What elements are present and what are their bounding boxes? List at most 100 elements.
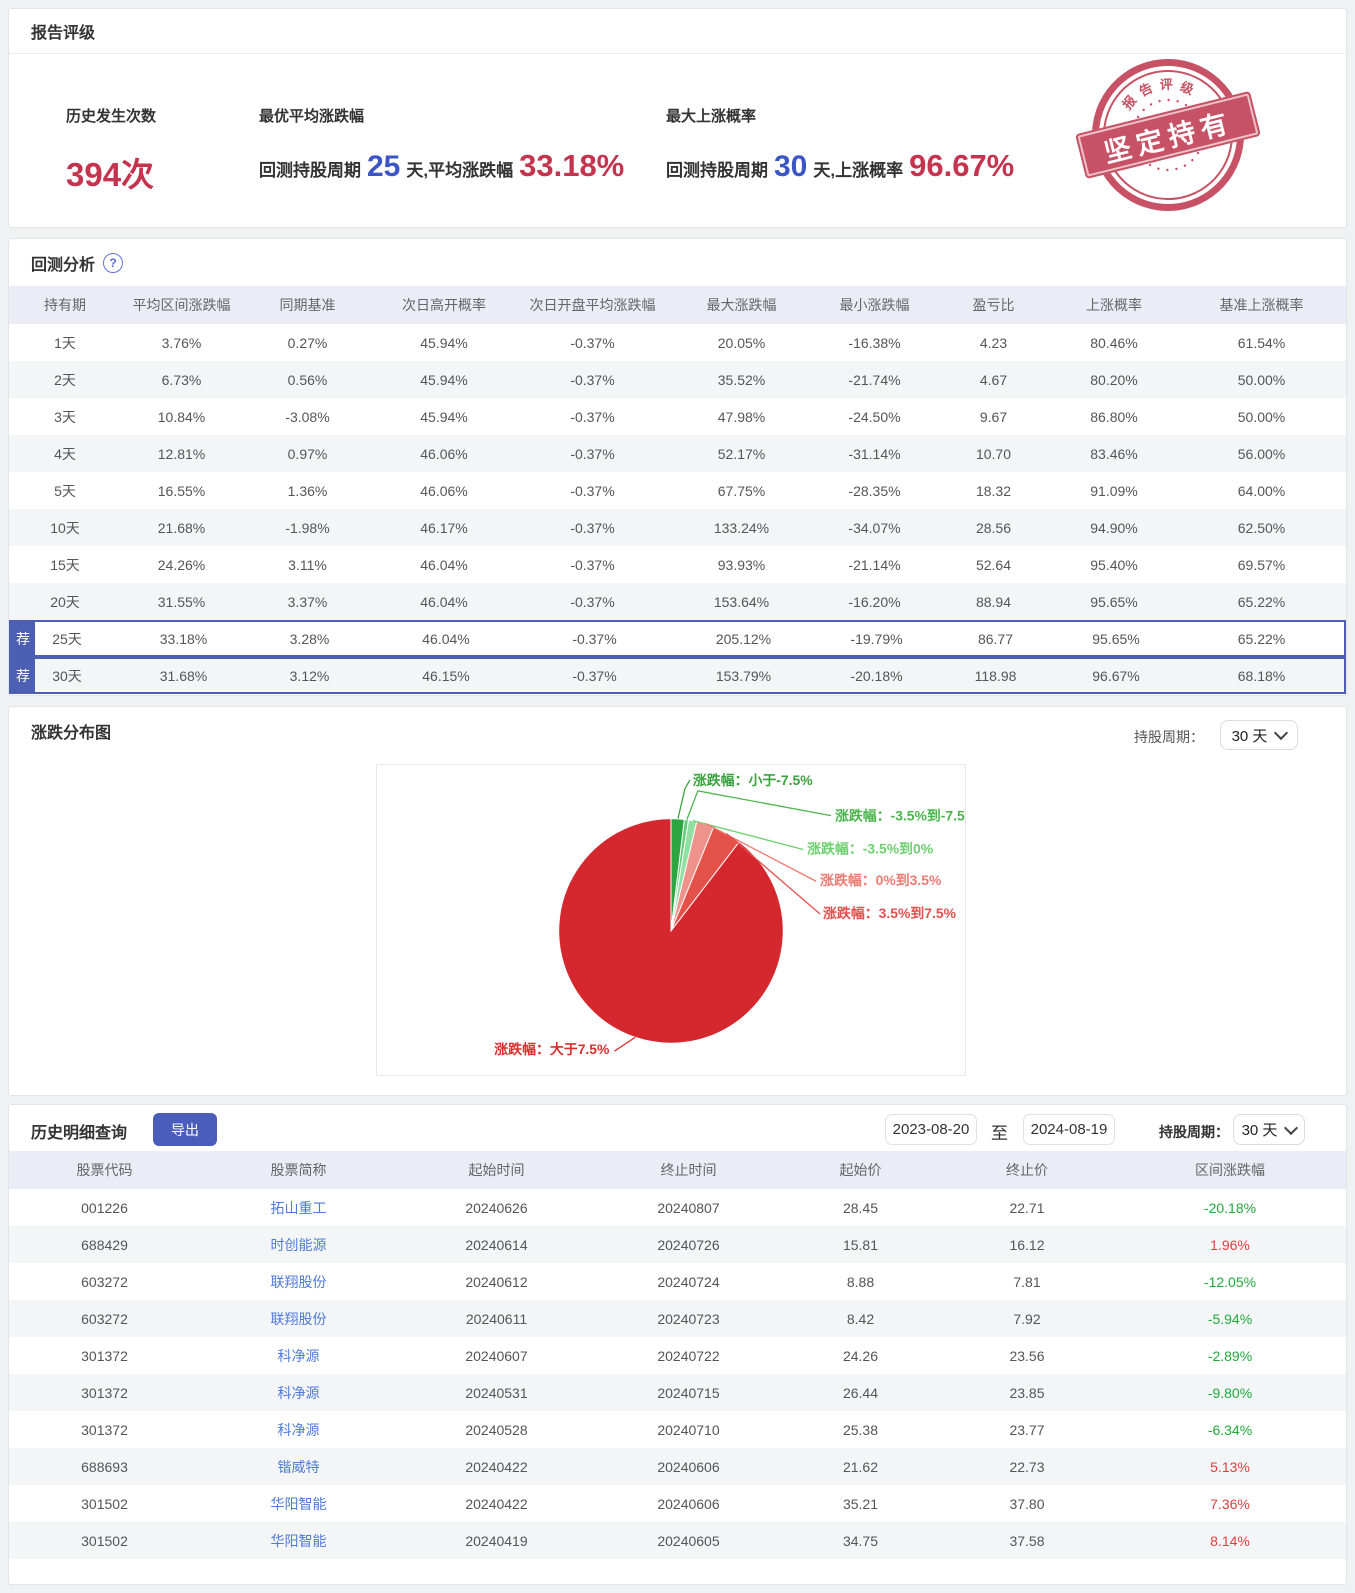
start-price: 8.42: [846, 1310, 875, 1327]
stock-link[interactable]: 科净源: [277, 1347, 320, 1364]
backtest-cell: 28.56: [975, 519, 1012, 536]
backtest-cell: -0.37%: [570, 593, 615, 610]
backtest-table-body: 1天 3.76% 0.27% 45.94% -0.37% 20.05% -16.38% 4.2…: [9, 324, 1346, 694]
stock-link[interactable]: 华阳智能: [270, 1532, 327, 1549]
stock-link[interactable]: 联翔股份: [270, 1310, 327, 1327]
stock-link[interactable]: 华阳智能: [270, 1495, 327, 1512]
backtest-cell: 80.46%: [1090, 334, 1138, 351]
start-date: 20240626: [465, 1199, 528, 1216]
history-column-header: 起始时间: [468, 1162, 525, 1178]
start-price: 24.26: [842, 1347, 879, 1364]
history-period-select[interactable]: 30 天: [1233, 1114, 1305, 1145]
start-price: 35.21: [842, 1495, 879, 1512]
backtest-cell: 33.18%: [159, 630, 208, 647]
backtest-cell: 86.77: [977, 630, 1014, 647]
stock-link[interactable]: 锴威特: [277, 1458, 320, 1475]
backtest-cell: 18.32: [975, 482, 1012, 499]
stock-link[interactable]: 拓山重工: [270, 1199, 327, 1216]
history-table-header: 股票代码 股票简称 起始时间 终止时间 起始价 终止价 区间涨跌幅: [9, 1151, 1346, 1189]
backtest-cell: 95.65%: [1092, 630, 1140, 647]
backtest-cell: 10.70: [975, 445, 1012, 462]
backtest-row: 5天 16.55% 1.36% 46.06% -0.37% 67.75% -28.35% 18…: [9, 472, 1346, 509]
start-date: 20240422: [465, 1495, 528, 1512]
date-from-input[interactable]: 2023-08-20: [885, 1114, 977, 1145]
end-price: 22.73: [1009, 1458, 1045, 1475]
rating-section-title: 报告评级: [31, 25, 96, 42]
backtest-cell: 25天: [52, 630, 82, 647]
backtest-column-header: 最小涨跌幅: [839, 297, 910, 313]
backtest-cell: 118.98: [974, 667, 1017, 684]
date-to-input[interactable]: 2024-08-19: [1023, 1114, 1115, 1145]
backtest-cell: 3.76%: [161, 334, 202, 351]
pie-leader-line: [726, 833, 821, 915]
stock-code: 301502: [81, 1495, 128, 1512]
distribution-period-select[interactable]: 30 天: [1220, 720, 1298, 750]
end-date: 20240606: [657, 1495, 720, 1512]
backtest-cell: -3.08%: [285, 408, 330, 425]
recommend-badge: 荐: [11, 659, 35, 692]
history-row: 301372 科净源 20240531 20240715 26.44 23.85 -9.80…: [9, 1374, 1346, 1411]
stock-link[interactable]: 科净源: [277, 1384, 320, 1401]
stock-code: 603272: [81, 1273, 128, 1290]
distribution-pie-svg: 涨跌幅：小于-7.5% 涨跌幅：-3.5%到-7.5% 涨跌幅：-3.5%到0% 涨跌…: [494, 772, 965, 1057]
backtest-cell: -28.35%: [848, 482, 901, 499]
backtest-cell: 65.22%: [1237, 630, 1286, 647]
chevron-down-icon: [1284, 1120, 1299, 1135]
stock-link[interactable]: 科净源: [277, 1421, 320, 1438]
backtest-cell: -0.37%: [570, 408, 615, 425]
interval-change: -9.80%: [1207, 1384, 1253, 1401]
history-table-body: 001226 拓山重工 20240626 20240807 28.45 22.71 -20.…: [9, 1189, 1346, 1559]
start-price: 26.44: [842, 1384, 879, 1401]
help-icon[interactable]: ?: [103, 253, 124, 273]
start-price: 34.75: [842, 1532, 879, 1549]
stock-link[interactable]: 时创能源: [270, 1236, 327, 1253]
history-row: 301372 科净源 20240528 20240710 25.38 23.77 -6.34…: [9, 1411, 1346, 1448]
backtest-cell: 133.24%: [713, 519, 770, 536]
stock-code: 688429: [81, 1236, 128, 1253]
backtest-cell: 46.15%: [422, 667, 470, 684]
backtest-column-header: 盈亏比: [972, 297, 1015, 313]
backtest-cell: 20天: [50, 593, 80, 610]
backtest-cell: 16.55%: [157, 482, 206, 499]
history-title-text: 历史明细查询: [31, 1125, 128, 1142]
start-date: 20240614: [465, 1236, 528, 1253]
end-price: 16.12: [1009, 1236, 1045, 1253]
stock-link[interactable]: 联翔股份: [270, 1273, 327, 1290]
history-period-value: 30 天: [1241, 1122, 1278, 1139]
backtest-cell: 50.00%: [1237, 408, 1286, 425]
backtest-column-header: 次日开盘平均涨跌幅: [529, 297, 656, 313]
backtest-cell: 30天: [52, 667, 82, 684]
history-period-label: 持股周期：: [1159, 1124, 1229, 1140]
pie-slice[interactable]: [558, 818, 784, 1044]
backtest-row: 荐 30天 31.68% 3.12% 46.15% -0.37% 153.79% -20.18…: [9, 657, 1346, 694]
backtest-column-header: 最大涨跌幅: [706, 297, 777, 313]
backtest-cell: 46.06%: [420, 482, 468, 499]
backtest-cell: -0.37%: [570, 334, 615, 351]
stock-code: 603272: [81, 1310, 128, 1327]
distribution-card: 涨跌分布图 持股周期： 30 天 涨跌幅：小于-7.5% 涨跌幅：-3.5%到-7…: [8, 706, 1347, 1096]
backtest-cell: 24.26%: [157, 556, 206, 573]
backtest-cell: 52.17%: [717, 445, 766, 462]
export-button[interactable]: 导出: [153, 1113, 217, 1146]
interval-change: -5.94%: [1207, 1310, 1253, 1327]
backtest-cell: -19.79%: [850, 630, 903, 647]
backtest-cell: 46.06%: [420, 445, 468, 462]
backtest-cell: -0.37%: [570, 519, 615, 536]
backtest-cell: 46.04%: [420, 593, 468, 610]
start-date: 20240612: [465, 1273, 528, 1290]
pie-leader-line: [705, 823, 817, 882]
interval-change: 8.14%: [1210, 1532, 1250, 1549]
pie-label: 涨跌幅：-3.5%到0%: [807, 840, 933, 856]
backtest-cell: 52.64: [975, 556, 1012, 573]
end-price: 22.71: [1009, 1199, 1045, 1216]
end-date: 20240726: [657, 1236, 720, 1253]
stock-code: 301502: [81, 1532, 128, 1549]
backtest-cell: 56.00%: [1237, 445, 1286, 462]
history-row: 688429 时创能源 20240614 20240726 15.81 16.12 1.96…: [9, 1226, 1346, 1263]
end-date: 20240606: [657, 1458, 720, 1475]
distribution-title-text: 涨跌分布图: [31, 725, 112, 742]
backtest-row: 3天 10.84% -3.08% 45.94% -0.37% 47.98% -24.50% 9…: [9, 398, 1346, 435]
backtest-cell: -31.14%: [848, 445, 901, 462]
backtest-cell: 1天: [54, 334, 76, 351]
stat-prefix: 回测持股周期: [666, 161, 768, 180]
